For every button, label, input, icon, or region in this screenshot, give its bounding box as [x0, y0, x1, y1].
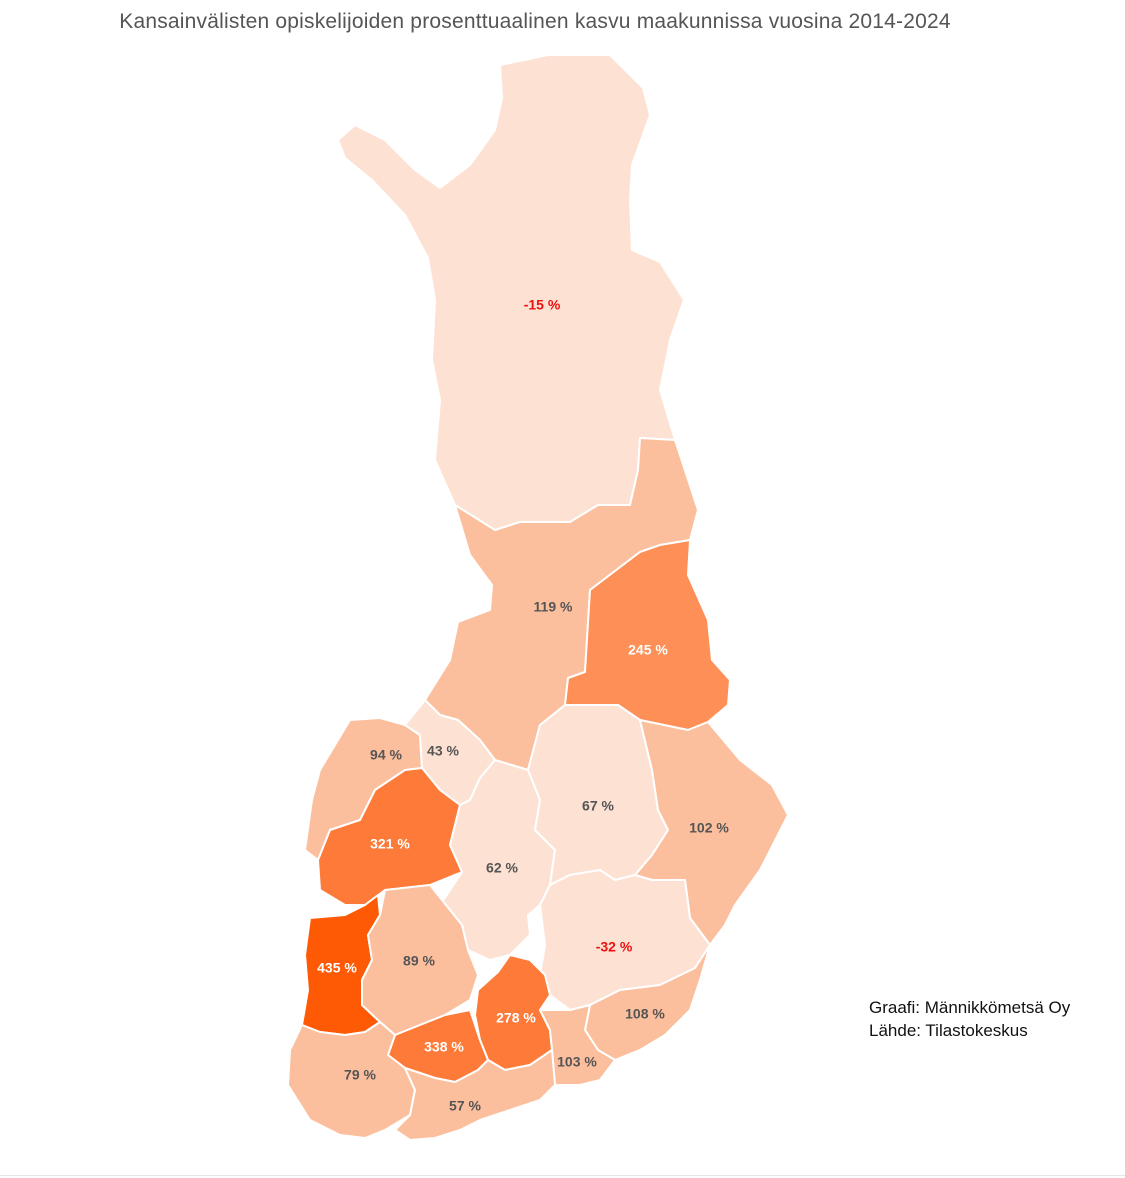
label-uusimaa: 57 % — [449, 1098, 481, 1114]
label-pohjois-pohjanmaa: 119 % — [534, 599, 573, 615]
label-pirkanmaa: 89 % — [403, 953, 435, 969]
label-keski-suomi: 62 % — [486, 860, 518, 876]
region-kymenlaakso[interactable] — [539, 1004, 616, 1086]
label-pohjois-karjala: 102 % — [689, 820, 729, 836]
bottom-divider — [0, 1175, 1125, 1176]
label-paijat-hame: 278 % — [496, 1010, 536, 1026]
region-lappi[interactable] — [337, 54, 685, 531]
label-keski-pohjanmaa: 43 % — [427, 743, 459, 759]
credit-source: Lähde: Tilastokeskus — [869, 1021, 1028, 1040]
label-lappi: -15 % — [524, 297, 561, 313]
label-pohjanmaa: 94 % — [370, 747, 402, 763]
label-satakunta: 435 % — [317, 960, 357, 976]
region-uusimaa[interactable] — [394, 1049, 556, 1141]
label-etela-savo: -32 % — [596, 939, 633, 955]
label-varsinais-suomi: 79 % — [344, 1067, 376, 1083]
label-kanta-hame: 338 % — [424, 1039, 464, 1055]
label-kainuu: 245 % — [628, 642, 668, 658]
label-kymenlaakso: 103 % — [557, 1054, 597, 1070]
credit-graph: Graafi: Männikkömetsä Oy — [869, 998, 1071, 1017]
label-etela-karjala: 108 % — [625, 1006, 665, 1022]
label-etela-pohjanmaa: 321 % — [370, 836, 410, 852]
credits: Graafi: Männikkömetsä Oy Lähde: Tilastok… — [869, 996, 1070, 1042]
label-pohjois-savo: 67 % — [582, 798, 614, 814]
map-title: Kansainvälisten opiskelijoiden prosenttu… — [119, 10, 951, 33]
